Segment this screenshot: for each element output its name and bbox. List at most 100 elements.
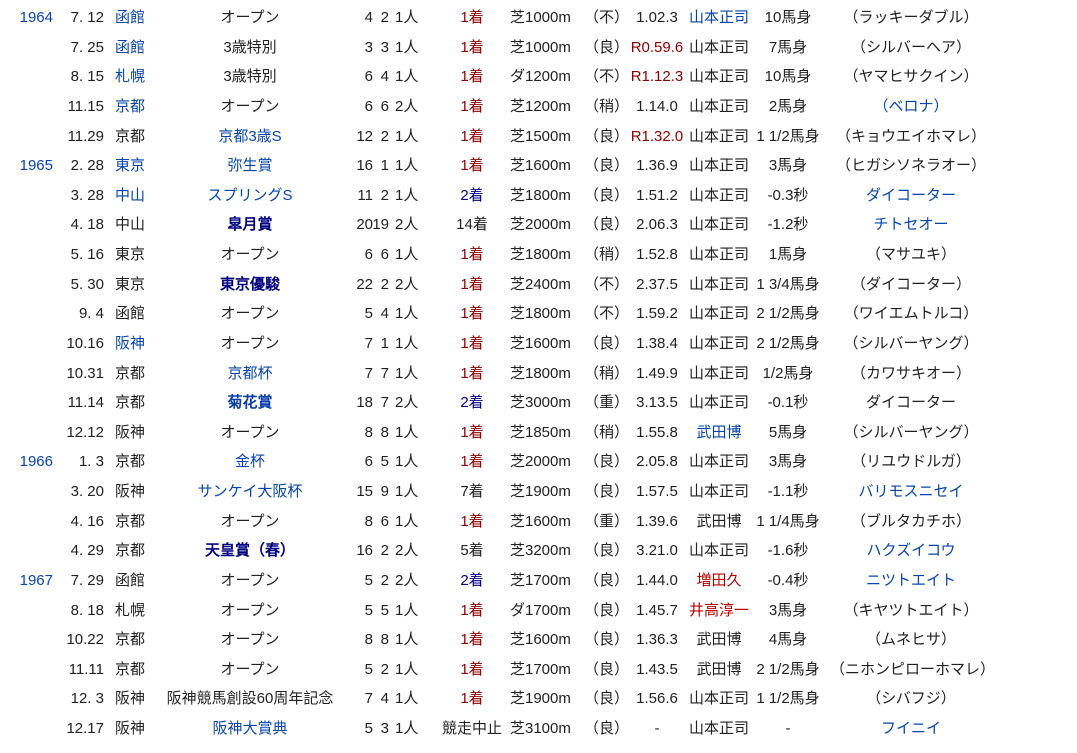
cell-field: 5 [364, 601, 373, 619]
cell-field: 22 [356, 275, 373, 293]
cell-cond: （良） [584, 453, 630, 471]
race-record-table: 1964 7. 12 函館 オープン 4 2 1人 1着 芝1000m （不） 1.02.3 山本正司… [0, 3, 1077, 744]
cell-opponent[interactable]: チトセオー [873, 216, 949, 234]
cell-time: 2.06.3 [636, 216, 678, 234]
cell-opponent[interactable]: （ベロナ） [873, 97, 949, 115]
cell-jockey[interactable]: 井高淳一 [688, 601, 749, 619]
cell-date: 11.15 [67, 97, 104, 115]
cell-time: 1.59.2 [636, 305, 678, 323]
cell-cond: （良） [584, 334, 630, 352]
cell-race[interactable]: 東京優駿 [219, 275, 280, 293]
table-row: 11.29 京都 京都3歳S 12 2 1人 1着 芝1500m （良） R1.32.0 山本正司 1… [0, 122, 1077, 152]
cell-venue[interactable]: 函館 [115, 9, 146, 26]
cell-opponent: （マサユキ） [865, 246, 956, 263]
cell-opponent[interactable]: ダイコーター [865, 186, 956, 204]
cell-race[interactable]: 天皇賞（春） [204, 542, 295, 560]
cell-cond: （不） [584, 275, 630, 293]
cell-race[interactable]: 弥生賞 [227, 157, 273, 175]
cell-gate: 2 [380, 542, 389, 560]
cell-surface: 芝1700m [510, 660, 571, 678]
cell-year[interactable]: 1964 [19, 9, 53, 26]
cell-gate: 8 [380, 423, 389, 441]
cell-venue[interactable]: 中山 [115, 186, 146, 204]
cell-gate: 4 [380, 690, 389, 708]
cell-place: 1着 [460, 631, 484, 649]
cell-jockey: 山本正司 [688, 246, 749, 263]
cell-gate: 7 [380, 364, 389, 382]
cell-field: 8 [364, 423, 373, 441]
cell-gate: 2 [380, 127, 389, 145]
cell-opponent[interactable]: ニツトエイト [865, 571, 956, 589]
cell-race[interactable]: 阪神大賞典 [212, 720, 288, 737]
cell-margin: 1 1/4馬身 [756, 512, 820, 530]
table-row: 12.12 阪神 オープン 8 8 1人 1着 芝1850m （稍） 1.55.8 武田博 5馬身 （シ… [0, 418, 1077, 448]
cell-place: 1着 [460, 275, 484, 293]
cell-jockey: 山本正司 [688, 453, 749, 471]
cell-opponent: （シルバーヤング） [843, 334, 979, 352]
cell-year [0, 655, 53, 685]
cell-time: 3.21.0 [636, 542, 678, 560]
cell-jockey[interactable]: 武田博 [696, 423, 742, 441]
cell-surface: 芝1200m [510, 97, 571, 115]
cell-jockey: 山本正司 [688, 97, 749, 115]
cell-year [0, 299, 53, 329]
cell-venue[interactable]: 札幌 [115, 68, 146, 86]
cell-date: 11.11 [68, 660, 104, 678]
cell-year[interactable]: 1966 [19, 453, 53, 471]
cell-venue[interactable]: 函館 [115, 38, 146, 56]
cell-place: 1着 [460, 423, 484, 441]
cell-place: 2着 [460, 571, 484, 589]
cell-date: 8. 18 [70, 601, 104, 619]
table-row: 3. 20 阪神 サンケイ大阪杯 15 9 1人 7着 芝1900m （良） 1.57.5 山本正司… [0, 477, 1077, 507]
cell-pop: 1人 [395, 186, 419, 204]
cell-time: 1.49.9 [636, 364, 678, 382]
cell-time: R0.59.6 [630, 38, 684, 56]
cell-opponent: （シルバーヤング） [843, 423, 979, 441]
cell-race[interactable]: 京都3歳S [218, 127, 282, 145]
cell-jockey: 武田博 [696, 631, 742, 649]
cell-year[interactable]: 1965 [19, 157, 53, 175]
cell-year [0, 507, 53, 537]
cell-time: 1.44.0 [636, 571, 678, 589]
cell-venue[interactable]: 京都 [115, 97, 146, 115]
cell-time: 1.38.4 [636, 334, 678, 352]
cell-venue: 阪神 [115, 720, 146, 737]
cell-field: 20 [356, 216, 373, 234]
cell-jockey[interactable]: 増田久 [696, 571, 742, 589]
cell-race[interactable]: 京都杯 [227, 364, 273, 382]
cell-pop: 2人 [395, 394, 419, 412]
cell-date: 4. 16 [70, 512, 104, 530]
cell-race: オープン [220, 9, 280, 26]
cell-place: 1着 [460, 127, 484, 145]
cell-venue[interactable]: 東京 [115, 157, 146, 175]
cell-venue: 阪神 [115, 690, 146, 708]
cell-opponent: （キヤツトエイト） [843, 601, 979, 619]
cell-race[interactable]: 皐月賞 [227, 216, 273, 234]
cell-year[interactable]: 1967 [19, 571, 53, 589]
cell-opponent[interactable]: ハクズイコウ [866, 542, 956, 560]
table-row: 10.31 京都 京都杯 7 7 1人 1着 芝1800m （稍） 1.49.9 山本正司 1/2馬身… [0, 359, 1077, 389]
cell-jockey: 山本正司 [688, 275, 749, 293]
cell-opponent: （ダイコーター） [850, 275, 971, 293]
cell-race[interactable]: スプリングS [207, 186, 293, 204]
cell-cond: （良） [584, 483, 630, 500]
cell-opponent: （ブルタカチホ） [850, 512, 971, 530]
cell-cond: （良） [584, 660, 630, 678]
cell-pop: 1人 [395, 9, 419, 26]
cell-jockey: 山本正司 [688, 720, 749, 737]
cell-jockey: 山本正司 [688, 364, 749, 382]
cell-margin: 1 1/2馬身 [756, 690, 820, 708]
cell-venue[interactable]: 阪神 [115, 334, 146, 352]
cell-opponent[interactable]: バリモスニセイ [858, 483, 964, 500]
cell-pop: 1人 [395, 453, 419, 471]
cell-opponent[interactable]: フイニイ [880, 720, 941, 737]
cell-margin: 10馬身 [764, 9, 812, 26]
cell-race[interactable]: 金杯 [234, 453, 265, 471]
cell-year [0, 240, 53, 270]
cell-race: オープン [220, 423, 280, 441]
cell-margin: 2 1/2馬身 [756, 660, 820, 678]
cell-jockey[interactable]: 山本正司 [688, 9, 749, 26]
cell-time: 1.43.5 [636, 660, 678, 678]
cell-race[interactable]: サンケイ大阪杯 [197, 483, 303, 500]
cell-race[interactable]: 菊花賞 [227, 394, 273, 412]
